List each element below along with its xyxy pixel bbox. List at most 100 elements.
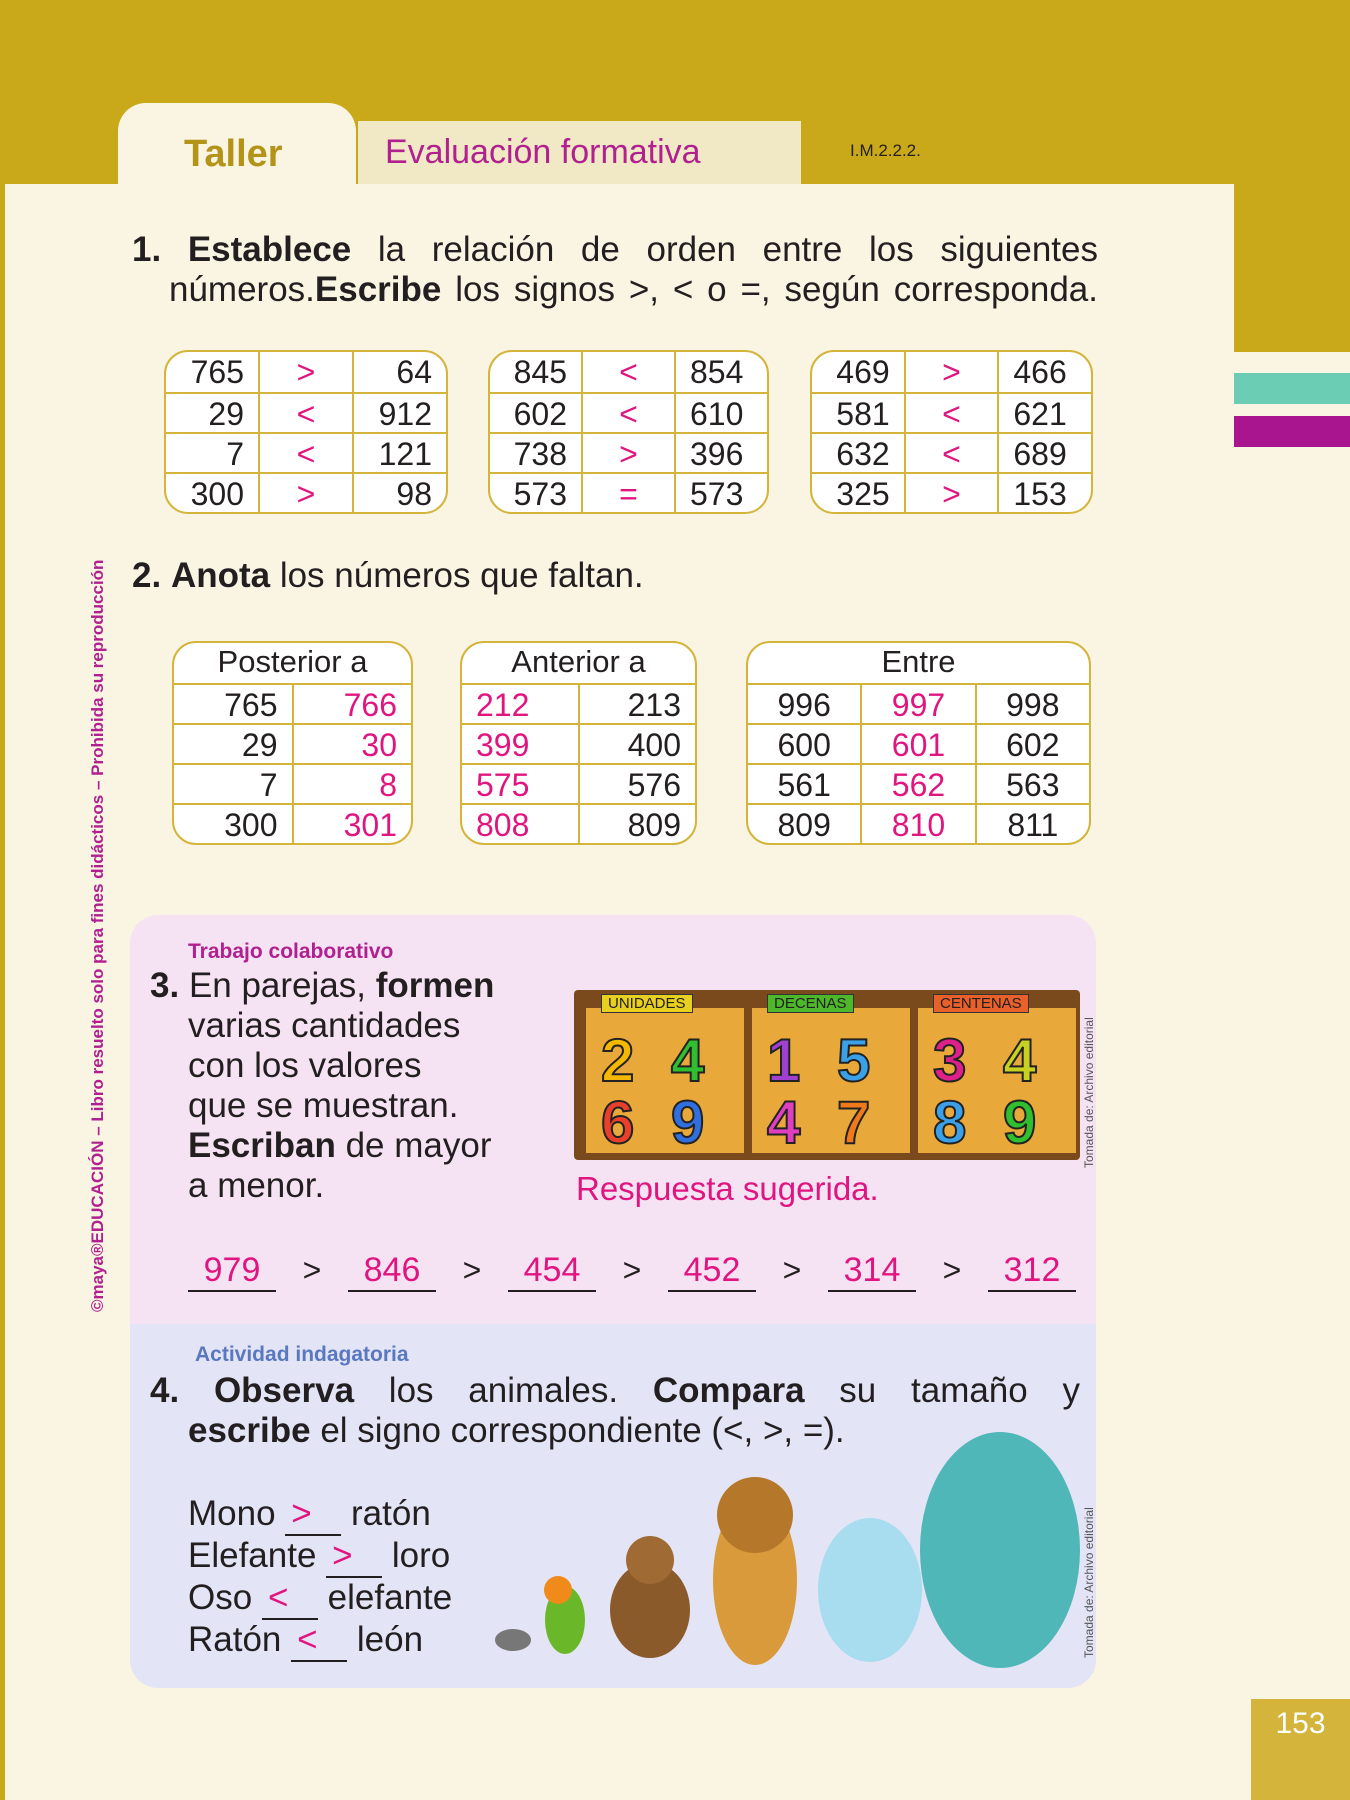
- number-cell: 7: [259, 767, 278, 803]
- board-digit: 8: [932, 1088, 967, 1157]
- number-cell: 212: [476, 687, 530, 723]
- number-cell: 469: [836, 354, 890, 390]
- comparison-sign: >: [258, 474, 352, 512]
- image-credit: Tomada de: Archivo editorial: [1082, 1507, 1096, 1658]
- table-row: 808 809: [462, 803, 695, 843]
- number-cell: 996: [777, 687, 831, 723]
- number-cell: 573: [513, 476, 567, 512]
- number-cell: 301: [291, 805, 412, 843]
- table-row: 765 >64: [166, 352, 446, 392]
- number-cell: 912: [352, 394, 446, 432]
- number-cell: 808: [476, 807, 530, 843]
- number-cell: 610: [674, 394, 767, 432]
- board-digit: 4: [1002, 1026, 1037, 1095]
- comparison-sign: <: [581, 352, 674, 392]
- greater-than-sign: >: [462, 1252, 482, 1288]
- table-row: 809 810 811: [748, 803, 1089, 843]
- table-row: 765 766: [174, 683, 411, 723]
- number-cell: 573: [674, 474, 767, 512]
- table-row: 996 997 998: [748, 683, 1089, 723]
- number-cell: 600: [777, 727, 831, 763]
- table-row: 7 <121: [166, 432, 446, 472]
- number-cell: 399: [476, 727, 530, 763]
- board-digit: 7: [836, 1088, 871, 1157]
- table-entre: Entre 996 997 998 600 601 602 561 562 563 809 810 81…: [746, 641, 1091, 845]
- mouse-icon: [495, 1629, 531, 1651]
- table-posterior: Posterior a 765 766 29 30 7 8 300 301: [172, 641, 413, 845]
- number-cell: 29: [208, 396, 244, 432]
- number-cell: 396: [674, 434, 767, 472]
- table-header: Anterior a: [511, 644, 646, 679]
- table-row: 575 576: [462, 763, 695, 803]
- number-cell: 766: [291, 685, 412, 723]
- board-panel: UNIDADES 2 4 6 9: [586, 994, 744, 1157]
- comparison-sign: <: [903, 394, 998, 432]
- bear-icon: [818, 1518, 922, 1662]
- number-cell: 64: [352, 352, 446, 392]
- board-panel: CENTENAS 3 4 8 9: [918, 994, 1076, 1157]
- comparison-sign: >: [581, 434, 674, 472]
- answer-blank: 312: [988, 1250, 1076, 1292]
- number-cell: 466: [997, 352, 1091, 392]
- magenta-marker: [1234, 416, 1350, 447]
- number-cell: 563: [974, 765, 1089, 803]
- number-cell: 765: [190, 354, 244, 390]
- q3-tag: Trabajo colaborativo: [188, 940, 394, 963]
- teal-marker: [1234, 373, 1350, 404]
- table-row: 845 <854: [490, 352, 767, 392]
- table-row: 738 >396: [490, 432, 767, 472]
- animal-b: loro: [391, 1536, 451, 1575]
- board-digit: 3: [932, 1026, 967, 1095]
- comparison-table: 469 >466 581 <621 632 <689 325 >153: [810, 350, 1093, 514]
- board-label: DECENAS: [767, 994, 854, 1013]
- comparison-line: Mono > ratón: [188, 1494, 452, 1536]
- animal-b: elefante: [327, 1578, 453, 1617]
- greater-than-sign: >: [942, 1252, 962, 1288]
- number-cell: 845: [513, 354, 567, 390]
- board-panel: DECENAS 1 5 4 7: [752, 994, 910, 1157]
- table-row: 300 >98: [166, 472, 446, 512]
- number-cell: 997: [860, 685, 974, 723]
- greater-than-sign: >: [622, 1252, 642, 1288]
- animal-a: Elefante: [188, 1536, 317, 1575]
- table-header: Entre: [881, 644, 956, 679]
- table-row: 581 <621: [812, 392, 1091, 432]
- table-row: 602 <610: [490, 392, 767, 432]
- answer-blank: 979: [188, 1250, 276, 1292]
- number-cell: 30: [291, 725, 412, 763]
- board-digit: 9: [1002, 1088, 1037, 1157]
- number-cell: 300: [224, 807, 278, 843]
- q4-tag: Actividad indagatoria: [195, 1343, 409, 1366]
- comparison-line: Elefante > loro: [188, 1536, 452, 1578]
- table-row: 600 601 602: [748, 723, 1089, 763]
- q4-instruction: 4. Observa los animales. Compara su tama…: [150, 1371, 1080, 1450]
- number-cell: 809: [777, 807, 831, 843]
- number-cell: 576: [577, 765, 696, 803]
- answer-blank: 454: [508, 1250, 596, 1292]
- number-cell: 602: [974, 725, 1089, 763]
- table-row: 632 <689: [812, 432, 1091, 472]
- number-cell: 689: [997, 434, 1091, 472]
- image-credit: Tomada de: Archivo editorial: [1082, 1017, 1096, 1168]
- comparison-line: Ratón < león: [188, 1620, 452, 1662]
- number-cell: 854: [674, 352, 767, 392]
- number-cell: 810: [860, 805, 974, 843]
- board-digit: 6: [600, 1088, 635, 1157]
- tab-taller: Taller: [118, 103, 356, 185]
- greater-than-sign: >: [302, 1252, 322, 1288]
- comparison-table: 845 <854 602 <610 738 >396 573 = 573: [488, 350, 769, 514]
- right-gold-column: [1234, 0, 1350, 352]
- table-row: 561 562 563: [748, 763, 1089, 803]
- number-cell: 98: [352, 474, 446, 512]
- number-cell: 581: [836, 396, 890, 432]
- number-cell: 998: [974, 685, 1089, 723]
- number-cell: 575: [476, 767, 530, 803]
- number-cell: 7: [226, 436, 244, 472]
- animal-b: ratón: [351, 1494, 431, 1533]
- number-cell: 400: [577, 725, 696, 763]
- board-digit: 1: [766, 1026, 801, 1095]
- number-cell: 601: [860, 725, 974, 763]
- number-cell: 300: [190, 476, 244, 512]
- comparison-table: 765 >64 29 <912 7 <121 300 >98: [164, 350, 448, 514]
- table-row: 300 301: [174, 803, 411, 843]
